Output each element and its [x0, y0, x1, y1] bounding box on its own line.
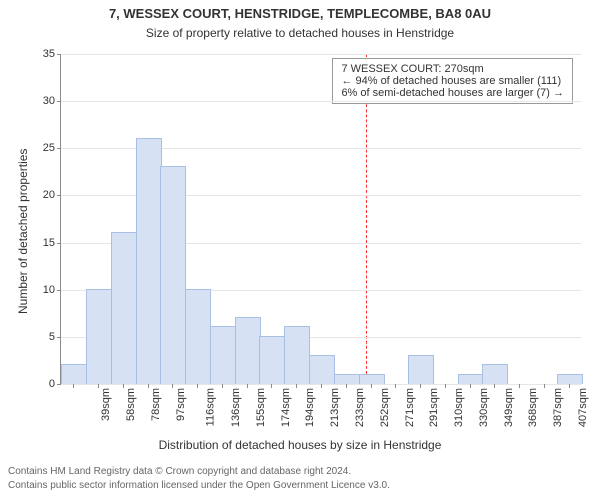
xtick-label: 194sqm: [305, 388, 317, 427]
xtick-mark: [148, 384, 149, 388]
xtick-label: 213sqm: [329, 388, 341, 427]
x-axis-label: Distribution of detached houses by size …: [0, 438, 600, 452]
xtick-label: 174sqm: [280, 388, 292, 427]
xtick-label: 116sqm: [205, 388, 217, 426]
xtick-mark: [544, 384, 545, 388]
xtick-mark: [123, 384, 124, 388]
xtick-mark: [395, 384, 396, 388]
xtick-label: 291sqm: [428, 388, 440, 427]
plot-area: 7 WESSEX COURT: 270sqm← 94% of detached …: [60, 54, 581, 385]
gridline-h: [61, 54, 581, 55]
ytick-label: 15: [43, 237, 61, 249]
chart-subtitle: Size of property relative to detached ho…: [0, 26, 600, 40]
xtick-mark: [98, 384, 99, 388]
bar: [111, 232, 137, 384]
xtick-mark: [519, 384, 520, 388]
xtick-mark: [321, 384, 322, 388]
bar: [309, 355, 335, 384]
ytick-label: 30: [43, 95, 61, 107]
footer-line-1: Contains HM Land Registry data © Crown c…: [8, 466, 351, 477]
bar: [235, 317, 261, 384]
y-axis-label: Number of detached properties: [16, 149, 30, 314]
xtick-mark: [247, 384, 248, 388]
xtick-label: 78sqm: [150, 388, 162, 421]
chart-title: 7, WESSEX COURT, HENSTRIDGE, TEMPLECOMBE…: [0, 6, 600, 21]
xtick-label: 310sqm: [453, 388, 465, 427]
bar: [185, 289, 211, 384]
xtick-label: 252sqm: [379, 388, 391, 427]
xtick-mark: [73, 384, 74, 388]
bar: [458, 374, 484, 384]
bar: [482, 364, 508, 384]
xtick-mark: [197, 384, 198, 388]
bar: [136, 138, 162, 384]
annotation-line: 7 WESSEX COURT: 270sqm: [341, 63, 564, 75]
bar: [557, 374, 583, 384]
xtick-label: 97sqm: [175, 388, 187, 421]
xtick-label: 368sqm: [527, 388, 539, 427]
xtick-mark: [172, 384, 173, 388]
bar: [61, 364, 87, 384]
bar: [334, 374, 360, 384]
xtick-mark: [346, 384, 347, 388]
bar: [259, 336, 285, 384]
bar: [359, 374, 385, 384]
bar: [210, 326, 236, 384]
ytick-label: 0: [49, 378, 61, 390]
xtick-label: 39sqm: [100, 388, 112, 421]
xtick-label: 387sqm: [552, 388, 564, 427]
xtick-label: 233sqm: [354, 388, 366, 427]
annotation-box: 7 WESSEX COURT: 270sqm← 94% of detached …: [332, 58, 573, 104]
footer-line-2: Contains public sector information licen…: [8, 480, 390, 491]
chart-container: { "chart": { "type": "histogram", "title…: [0, 0, 600, 500]
xtick-mark: [271, 384, 272, 388]
xtick-mark: [445, 384, 446, 388]
xtick-label: 349sqm: [503, 388, 515, 427]
annotation-line: 6% of semi-detached houses are larger (7…: [341, 87, 564, 99]
ytick-label: 25: [43, 142, 61, 154]
xtick-label: 155sqm: [255, 388, 267, 427]
xtick-mark: [371, 384, 372, 388]
ytick-label: 10: [43, 284, 61, 296]
xtick-mark: [420, 384, 421, 388]
xtick-label: 58sqm: [125, 388, 137, 421]
xtick-mark: [494, 384, 495, 388]
xtick-mark: [296, 384, 297, 388]
xtick-mark: [222, 384, 223, 388]
gridline-h: [61, 101, 581, 102]
xtick-mark: [569, 384, 570, 388]
xtick-label: 271sqm: [404, 388, 416, 427]
xtick-label: 136sqm: [230, 388, 242, 427]
xtick-label: 330sqm: [478, 388, 490, 427]
xtick-mark: [470, 384, 471, 388]
bar: [86, 289, 112, 384]
ytick-label: 35: [43, 48, 61, 60]
ytick-label: 20: [43, 189, 61, 201]
bar: [160, 166, 186, 384]
ytick-label: 5: [49, 331, 61, 343]
annotation-line: ← 94% of detached houses are smaller (11…: [341, 75, 564, 87]
xtick-label: 407sqm: [577, 388, 589, 427]
bar: [284, 326, 310, 384]
bar: [408, 355, 434, 384]
